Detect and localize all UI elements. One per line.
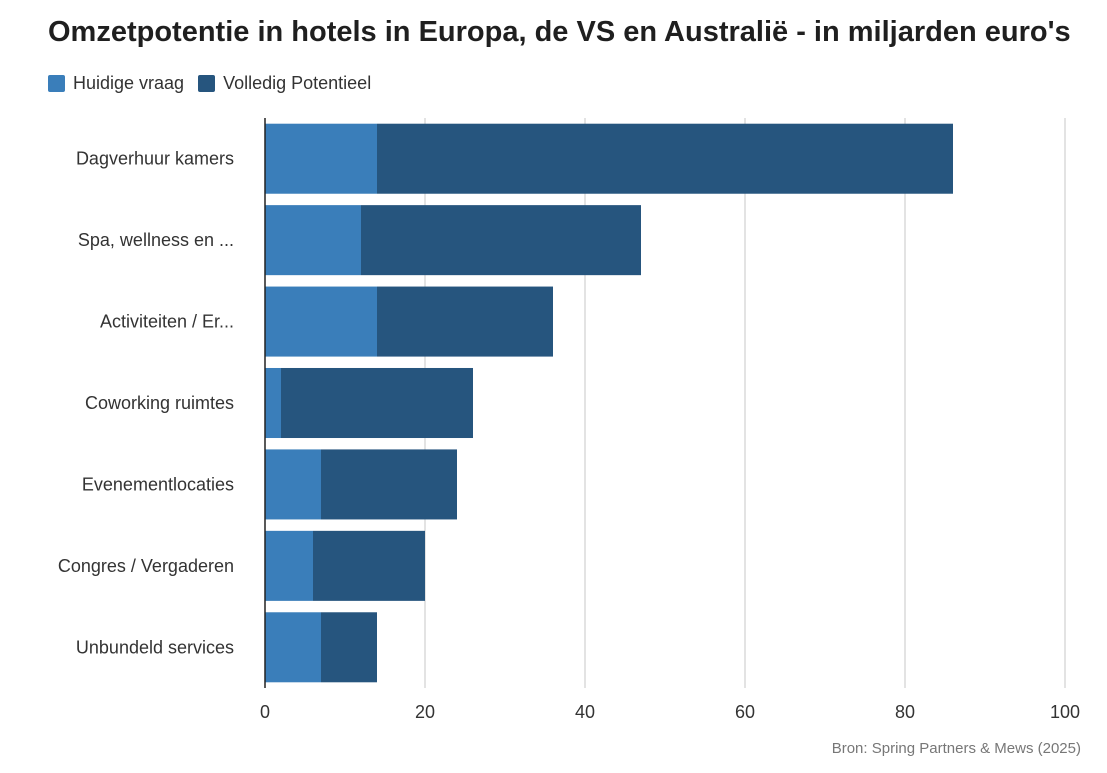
bar-huidige-vraag-3 [265,367,281,439]
legend: Huidige vraag Volledig Potentieel [48,73,371,94]
bar-volledig-potentieel-4 [321,449,457,520]
category-label: Activiteiten / Er... [100,312,234,332]
category-label: Unbundeld services [76,637,234,657]
bar-huidige-vraag-0 [265,123,377,194]
bar-huidige-vraag-2 [265,286,377,357]
bar-volledig-potentieel-3 [281,367,473,439]
bar-volledig-potentieel-6 [321,612,377,683]
legend-label-volledig-potentieel: Volledig Potentieel [223,73,372,93]
legend-item-volledig-potentieel: Volledig Potentieel [198,73,371,94]
x-tick-label: 20 [415,702,435,722]
x-tick-label: 80 [895,702,915,722]
legend-swatch-huidige-vraag [48,75,65,92]
x-tick-label: 100 [1050,702,1080,722]
source-note: Bron: Spring Partners & Mews (2025) [831,740,1081,757]
x-tick-label: 60 [735,702,755,722]
x-tick-label: 0 [260,702,270,722]
category-label: Evenementlocaties [82,474,234,494]
x-tick-label: 40 [575,702,595,722]
legend-label-huidige-vraag: Huidige vraag [73,73,185,93]
bar-huidige-vraag-1 [265,205,361,276]
bar-volledig-potentieel-5 [313,530,425,601]
legend-swatch-volledig-potentieel [198,75,216,92]
chart-title: Omzetpotentie in hotels in Europa, de VS… [48,16,1071,48]
category-label: Spa, wellness en ... [78,230,234,250]
bar-huidige-vraag-5 [265,530,313,601]
category-label: Coworking ruimtes [85,393,234,413]
bar-huidige-vraag-6 [265,612,321,683]
category-label: Dagverhuur kamers [76,149,234,169]
bar-volledig-potentieel-2 [377,286,553,357]
category-label: Congres / Vergaderen [58,556,234,576]
bar-volledig-potentieel-0 [377,123,953,194]
bar-huidige-vraag-4 [265,449,321,520]
bar-volledig-potentieel-1 [361,205,641,276]
legend-item-huidige-vraag: Huidige vraag [48,73,184,94]
